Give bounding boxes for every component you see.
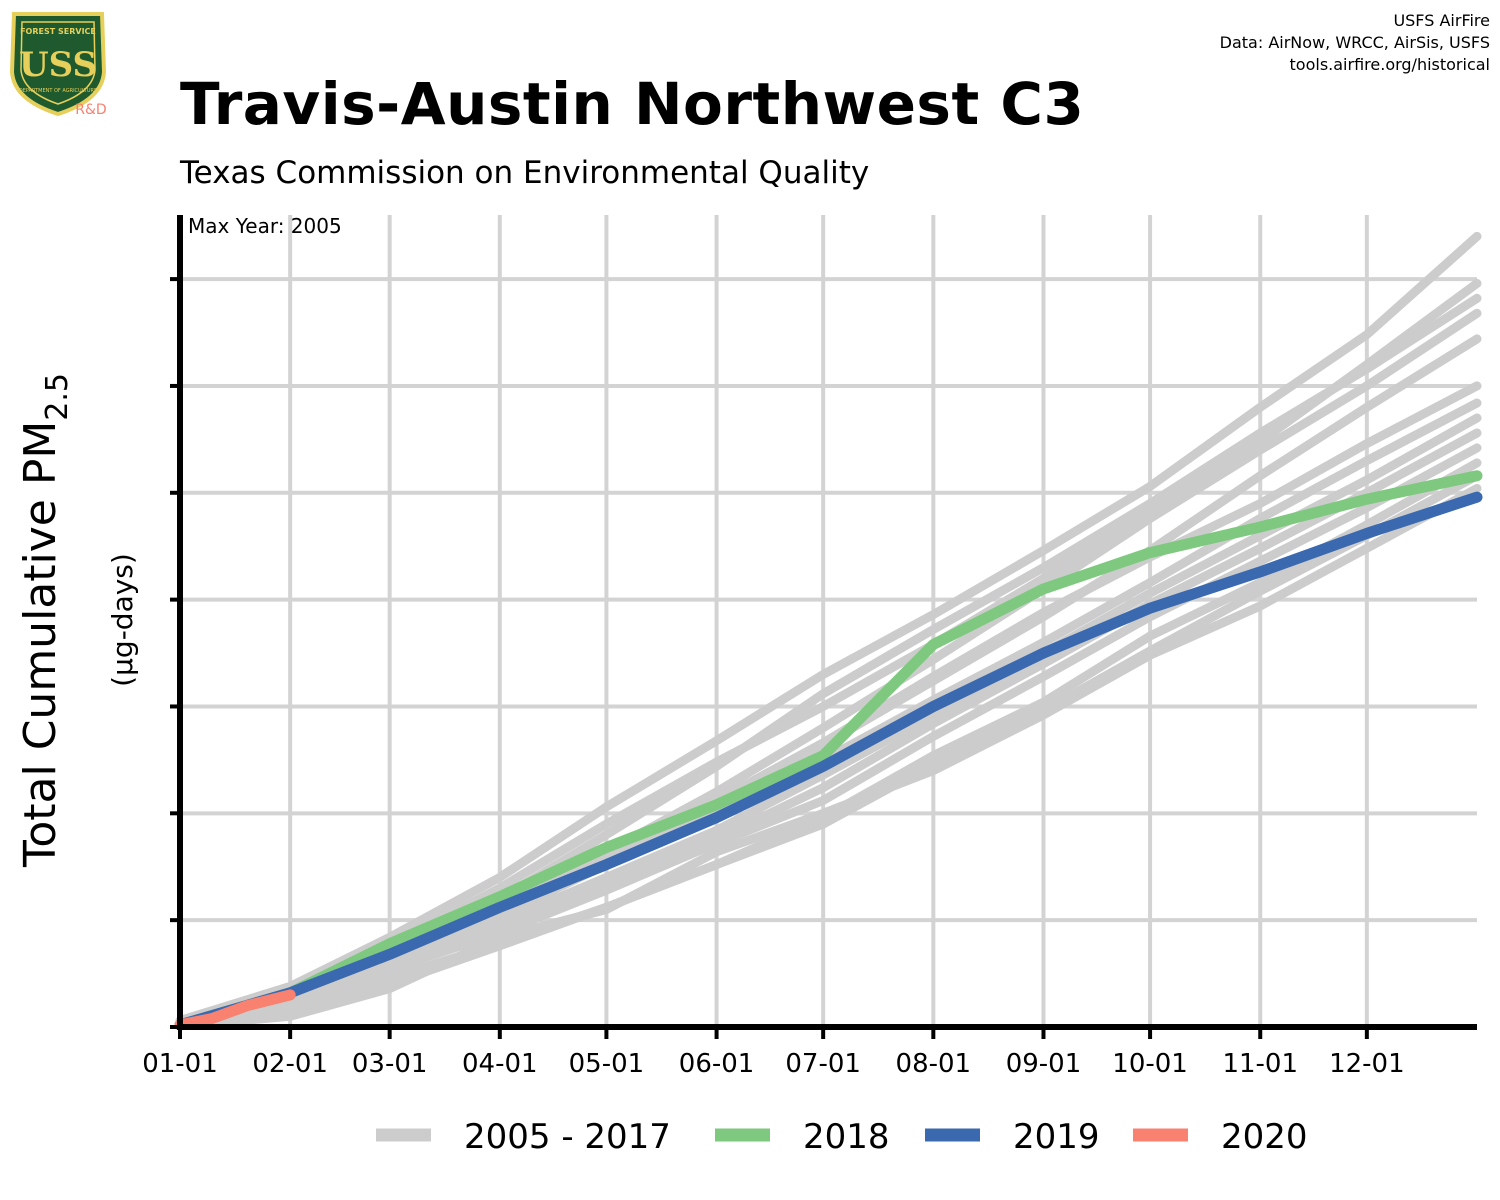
x-tick-label: 11-01 [1222, 1049, 1298, 1079]
axes-layer [170, 215, 1477, 1039]
y-axis-label: Total Cumulative PM [15, 421, 66, 868]
series-line-history-9 [175, 443, 1482, 1030]
series-line-history-12 [175, 471, 1482, 1030]
y-axis-title: Total Cumulative PM2.5 [15, 373, 75, 868]
series-line-2020 [174, 989, 296, 1031]
chart-subtitle: Texas Commission on Environmental Qualit… [180, 155, 870, 191]
grid-layer [178, 215, 1477, 1027]
x-tick-label: 12-01 [1329, 1049, 1405, 1079]
legend-label: 2005 - 2017 [464, 1117, 671, 1157]
legend-label: 2019 [1013, 1117, 1100, 1157]
logo-top-text: FOREST SERVICE [20, 27, 96, 36]
svg-text:Total Cumulative PM2.5: Total Cumulative PM2.5 [15, 373, 75, 868]
y-axis-label-subscript: 2.5 [40, 373, 75, 421]
logo-tag: R&D [75, 102, 106, 118]
credit-line: USFS AirFire [1393, 11, 1490, 30]
logo-bottom-text: DEPARTMENT OF AGRICULTURE [19, 88, 97, 94]
x-tick-label: 06-01 [679, 1049, 755, 1079]
max-year-annotation: Max Year: 2005 [188, 214, 342, 238]
legend-label: 2018 [803, 1117, 890, 1157]
credit-line: tools.airfire.org/historical [1289, 55, 1490, 74]
credits-block: USFS AirFire Data: AirNow, WRCC, AirSis,… [1220, 10, 1490, 76]
x-tick-label: 09-01 [1006, 1049, 1082, 1079]
series-line-2019 [174, 491, 1483, 1031]
x-tick-labels: 01-01 02-01 03-01 04-01 05-01 06-01 07-01 08-01… [142, 1049, 1404, 1079]
chart-title: Travis-Austin Northwest C3 [180, 70, 1085, 138]
usfs-logo: FOREST SERVICE USS DEPARTMENT OF AGRICUL… [6, 8, 110, 118]
highlight-series-layer [174, 470, 1483, 1031]
x-tick-label: 01-01 [142, 1049, 218, 1079]
x-tick-label: 03-01 [352, 1049, 428, 1079]
x-tick-label: 04-01 [462, 1049, 538, 1079]
x-tick-label: 05-01 [569, 1049, 645, 1079]
x-tick-label: 10-01 [1112, 1049, 1188, 1079]
series-line-history-2 [175, 293, 1482, 1026]
history-series-layer [175, 231, 1482, 1031]
y-axis-units: (µg-days) [106, 553, 139, 687]
credit-line: Data: AirNow, WRCC, AirSis, USFS [1219, 33, 1490, 52]
series-line-history-11 [175, 458, 1482, 1031]
x-tick-label: 07-01 [785, 1049, 861, 1079]
series-line-history-0 [175, 231, 1482, 1026]
x-tick-label: 08-01 [896, 1049, 972, 1079]
series-line-2018 [174, 470, 1483, 1031]
legend-label: 2020 [1221, 1117, 1308, 1157]
x-tick-label: 02-01 [252, 1049, 328, 1079]
legend: 2005 - 2017 2018 2019 2020 [376, 1117, 1308, 1157]
logo-letters: USS [19, 45, 97, 85]
